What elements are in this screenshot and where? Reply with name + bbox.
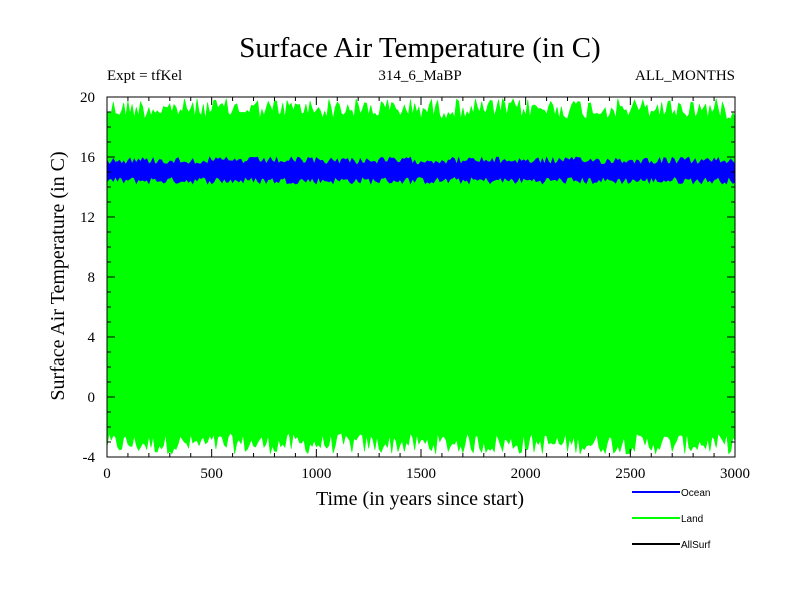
legend-label-ocean: Ocean: [681, 488, 710, 499]
y-tick-label: 20: [80, 90, 95, 106]
x-tick-label: 2500: [615, 466, 645, 482]
y-tick-label: 4: [88, 330, 96, 346]
y-tick-label: 0: [88, 390, 96, 406]
legend-label-allsurf: AllSurf: [681, 540, 711, 551]
plot-area: [106, 97, 736, 455]
x-tick-label: 0: [103, 466, 111, 482]
x-tick-label: 1500: [406, 466, 436, 482]
subtitle-right: ALL_MONTHS: [635, 68, 735, 84]
chart-title: Surface Air Temperature (in C): [239, 32, 600, 64]
y-tick-label: 8: [88, 270, 96, 286]
series-land-band: [106, 97, 736, 455]
x-axis-label: Time (in years since start): [316, 488, 524, 510]
subtitle-center: 314_6_MaBP: [378, 68, 461, 84]
ticks: 0 500 1000 1500 2000 2500 3000 -4 0 4 8 12 16 20: [80, 90, 750, 482]
x-tick-label: 2000: [511, 466, 541, 482]
legend-label-land: Land: [681, 514, 703, 525]
y-tick-label: -4: [83, 450, 96, 466]
subtitle-left: Expt = tfKel: [107, 68, 182, 84]
legend: Ocean Land AllSurf: [632, 488, 711, 551]
y-tick-label: 16: [80, 150, 96, 166]
x-tick-label: 1000: [301, 466, 331, 482]
y-axis-label: Surface Air Temperature (in C): [47, 151, 69, 400]
x-tick-label: 3000: [720, 466, 750, 482]
y-tick-label: 12: [80, 210, 95, 226]
x-tick-label: 500: [200, 466, 223, 482]
